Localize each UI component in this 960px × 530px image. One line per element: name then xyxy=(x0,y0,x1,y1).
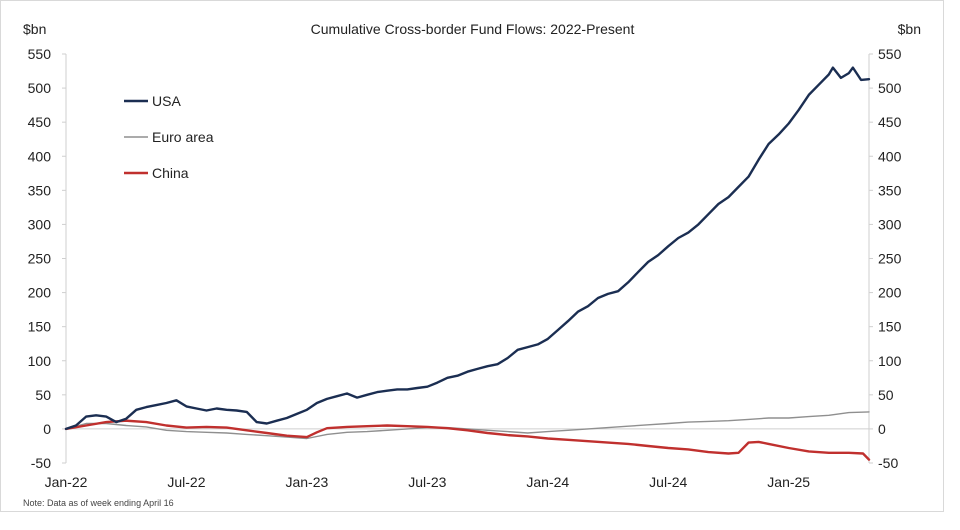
series-group xyxy=(64,66,871,461)
y-tick-label-left: 400 xyxy=(28,148,52,164)
series-line-euro-area xyxy=(65,411,870,440)
x-tick-label: Jan-24 xyxy=(526,474,569,490)
y-tick-label-right: 50 xyxy=(878,387,894,403)
y-tick-label-left: 0 xyxy=(43,421,51,437)
legend-label-china: China xyxy=(152,165,189,181)
chart-title: Cumulative Cross-border Fund Flows: 2022… xyxy=(311,21,635,37)
y-tick-label-left: 200 xyxy=(28,285,52,301)
chart-svg: Cumulative Cross-border Fund Flows: 2022… xyxy=(23,21,921,508)
y-tick-label-right: -50 xyxy=(878,455,898,471)
x-tick-label: Jan-25 xyxy=(767,474,810,490)
series-line-usa xyxy=(64,66,871,431)
x-tick-label: Jul-22 xyxy=(167,474,205,490)
y-tick-label-right: 500 xyxy=(878,80,902,96)
y-tick-label-left: 150 xyxy=(28,319,52,335)
y-axis-unit-right: $bn xyxy=(898,21,921,37)
y-tick-label-left: 450 xyxy=(28,114,52,130)
y-tick-label-left: 550 xyxy=(28,46,52,62)
y-tick-label-left: 350 xyxy=(28,182,52,198)
y-tick-label-right: 100 xyxy=(878,353,902,369)
y-axis-unit-left: $bn xyxy=(23,21,46,37)
legend-label-usa: USA xyxy=(152,93,181,109)
y-tick-label-left: 100 xyxy=(28,353,52,369)
chart-note: Note: Data as of week ending April 16 xyxy=(23,498,174,508)
legend-label-euro-area: Euro area xyxy=(152,129,214,145)
y-tick-label-left: 300 xyxy=(28,216,52,232)
y-tick-label-right: 0 xyxy=(878,421,886,437)
y-tick-label-right: 400 xyxy=(878,148,902,164)
y-tick-label-left: 250 xyxy=(28,251,52,267)
x-tick-label: Jan-22 xyxy=(45,474,88,490)
y-tick-label-right: 250 xyxy=(878,251,902,267)
y-tick-label-right: 450 xyxy=(878,114,902,130)
y-tick-label-right: 150 xyxy=(878,319,902,335)
y-tick-label-right: 200 xyxy=(878,285,902,301)
y-tick-label-right: 550 xyxy=(878,46,902,62)
y-tick-label-right: 350 xyxy=(878,182,902,198)
series-line-china xyxy=(64,419,871,461)
y-tick-label-left: 500 xyxy=(28,80,52,96)
x-tick-label: Jul-24 xyxy=(649,474,687,490)
y-tick-label-left: -50 xyxy=(31,455,51,471)
chart-frame: Cumulative Cross-border Fund Flows: 2022… xyxy=(0,0,944,512)
y-tick-label-right: 300 xyxy=(878,216,902,232)
y-tick-label-left: 50 xyxy=(35,387,51,403)
legend: USA Euro area China xyxy=(124,93,214,181)
x-tick-label: Jul-23 xyxy=(408,474,446,490)
x-tick-label: Jan-23 xyxy=(285,474,328,490)
